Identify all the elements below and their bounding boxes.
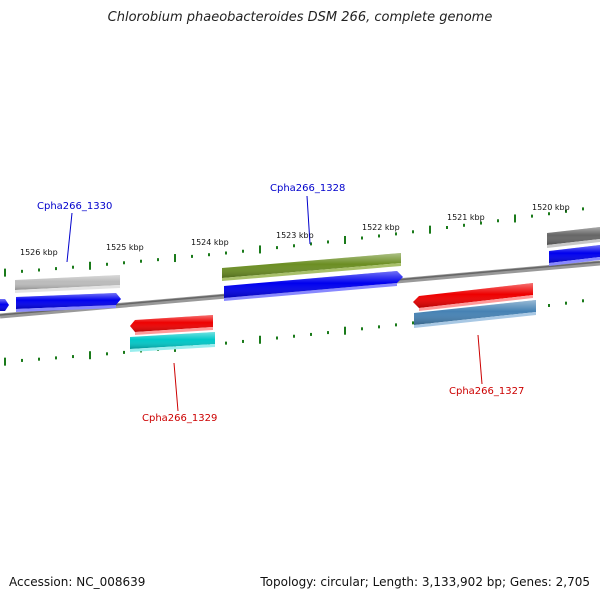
- kbp-ticks-top: [4, 207, 584, 277]
- kbp-label-1523: 1523 kbp: [276, 231, 314, 240]
- kbp-label-1521: 1521 kbp: [447, 213, 485, 222]
- kbp-label-1524: 1524 kbp: [191, 238, 229, 247]
- feature-cyan-cpha266-1329[interactable]: [130, 332, 215, 352]
- leader-line-cpha266-1327: [477, 334, 483, 385]
- gene-label-cpha266-1327[interactable]: Cpha266_1327: [449, 386, 524, 397]
- feature-gray-dark[interactable]: [547, 227, 600, 248]
- feature-steelblue-cpha266-1327[interactable]: [414, 300, 536, 328]
- kbp-label-1525: 1525 kbp: [106, 243, 144, 252]
- feature-gray-light[interactable]: [15, 275, 120, 293]
- feature-blue-center[interactable]: [224, 271, 403, 301]
- leader-line-cpha266-1328: [306, 195, 311, 245]
- feature-olive-cpha266-1328[interactable]: [222, 253, 401, 281]
- genome-stats-text: Topology: circular; Length: 3,133,902 bp…: [260, 575, 590, 589]
- feature-red-cpha266-1327[interactable]: [413, 283, 533, 311]
- feature-blue-right[interactable]: [549, 245, 600, 266]
- kbp-label-1522: 1522 kbp: [362, 223, 400, 232]
- leader-line-cpha266-1329: [173, 362, 179, 412]
- accession-text: Accession: NC_008639: [9, 575, 146, 589]
- feature-blue-left-edge[interactable]: [0, 299, 9, 311]
- gene-label-cpha266-1330[interactable]: Cpha266_1330: [37, 201, 112, 212]
- kbp-label-1526: 1526 kbp: [20, 248, 58, 257]
- leader-line-cpha266-1330: [66, 212, 73, 263]
- gene-label-cpha266-1329[interactable]: Cpha266_1329: [142, 413, 217, 424]
- kbp-label-1520: 1520 kbp: [532, 203, 570, 212]
- feature-red-cpha266-1329[interactable]: [130, 315, 213, 335]
- gene-label-cpha266-1328[interactable]: Cpha266_1328: [270, 183, 345, 194]
- feature-blue-cpha266-1330[interactable]: [16, 293, 121, 312]
- genome-title: Chlorobium phaeobacteroides DSM 266, com…: [107, 10, 493, 25]
